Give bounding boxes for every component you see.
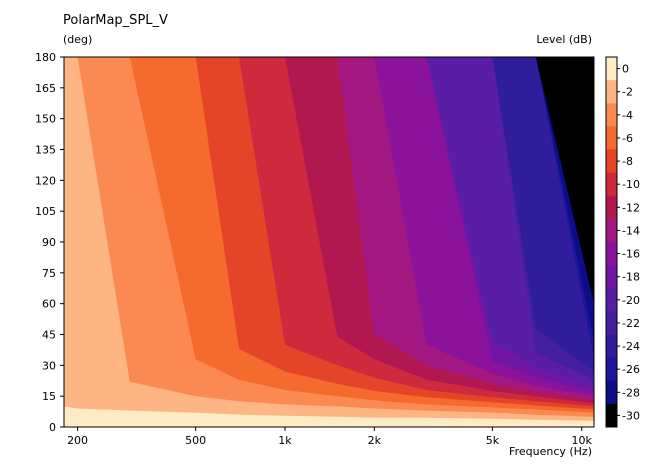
colorbar-tick-label: -30 bbox=[622, 409, 640, 422]
y-tick-label: 0 bbox=[49, 421, 56, 434]
colorbar-tick-label: -14 bbox=[622, 224, 640, 237]
colorbar: 0 -2 -4 -6 -8 -10 -12 -14 -16 -18 -20 -22 -24 -26 -28 -… bbox=[605, 56, 640, 428]
y-tick-label: 60 bbox=[42, 298, 56, 311]
colorbar-label: Level (dB) bbox=[536, 33, 592, 46]
colorbar-tick-label: -10 bbox=[622, 178, 640, 191]
colorbar-tick-label: -6 bbox=[622, 132, 633, 145]
colorbar-tick-label: -2 bbox=[622, 86, 633, 99]
colorbar-swatch bbox=[606, 380, 617, 405]
colorbar-swatch bbox=[606, 57, 617, 81]
x-tick-label: 500 bbox=[185, 434, 206, 447]
colorbar-swatch bbox=[606, 357, 617, 382]
chart-title: PolarMap_SPL_V bbox=[63, 13, 168, 28]
colorbar-swatch bbox=[606, 218, 617, 243]
y-tick-label: 150 bbox=[35, 113, 56, 126]
colorbar-tick-label: -12 bbox=[622, 201, 640, 214]
colorbar-tick-label: -4 bbox=[622, 109, 633, 122]
colorbar-swatch bbox=[606, 334, 617, 359]
x-axis-ticks: 200 500 1k 2k 5k 10k bbox=[67, 427, 593, 447]
plot-area bbox=[63, 56, 595, 428]
colorbar-tick-label: -22 bbox=[622, 317, 640, 330]
colorbar-tick-label: 0 bbox=[622, 63, 629, 76]
x-tick-label: 2k bbox=[368, 434, 382, 447]
y-axis-label: (deg) bbox=[63, 33, 92, 46]
colorbar-swatch bbox=[606, 403, 617, 428]
colorbar-swatch bbox=[606, 195, 617, 220]
colorbar-tick-label: -24 bbox=[622, 340, 640, 353]
x-tick-label: 10k bbox=[572, 434, 593, 447]
colorbar-swatch bbox=[606, 126, 617, 150]
y-tick-label: 15 bbox=[42, 390, 56, 403]
colorbar-swatch bbox=[606, 288, 617, 312]
y-tick-label: 90 bbox=[42, 236, 56, 249]
x-tick-label: 200 bbox=[67, 434, 88, 447]
y-tick-label: 180 bbox=[35, 51, 56, 64]
level-band-24 bbox=[64, 57, 594, 372]
colorbar-swatch bbox=[606, 311, 617, 335]
y-axis-ticks: 0 15 30 45 60 75 90 105 120 135 150 165 180 bbox=[35, 51, 64, 434]
x-tick-label: 1k bbox=[278, 434, 292, 447]
colorbar-swatch bbox=[606, 172, 617, 197]
y-tick-label: 45 bbox=[42, 329, 56, 342]
colorbar-tick-label: -20 bbox=[622, 294, 640, 307]
colorbar-frame bbox=[605, 56, 618, 428]
y-tick-label: 120 bbox=[35, 174, 56, 187]
y-tick-label: 165 bbox=[35, 82, 56, 95]
colorbar-swatch bbox=[606, 149, 617, 174]
colorbar-swatch bbox=[606, 265, 617, 289]
x-tick-label: 5k bbox=[486, 434, 500, 447]
y-tick-label: 75 bbox=[42, 267, 56, 280]
level-band-20 bbox=[64, 57, 594, 386]
colorbar-tick-label: -18 bbox=[622, 271, 640, 284]
colorbar-tick-label: -16 bbox=[622, 248, 640, 261]
colorbar-tick-label: -8 bbox=[622, 155, 633, 168]
y-tick-label: 105 bbox=[35, 205, 56, 218]
colorbar-swatch bbox=[606, 80, 617, 104]
colorbar-swatch bbox=[606, 242, 617, 266]
colorbar-swatch bbox=[606, 103, 617, 127]
colorbar-tick-label: -26 bbox=[622, 363, 640, 376]
colorbar-tick-label: -28 bbox=[622, 386, 640, 399]
y-tick-label: 135 bbox=[35, 144, 56, 157]
y-tick-label: 30 bbox=[42, 359, 56, 372]
x-axis-label: Frequency (Hz) bbox=[509, 445, 592, 458]
